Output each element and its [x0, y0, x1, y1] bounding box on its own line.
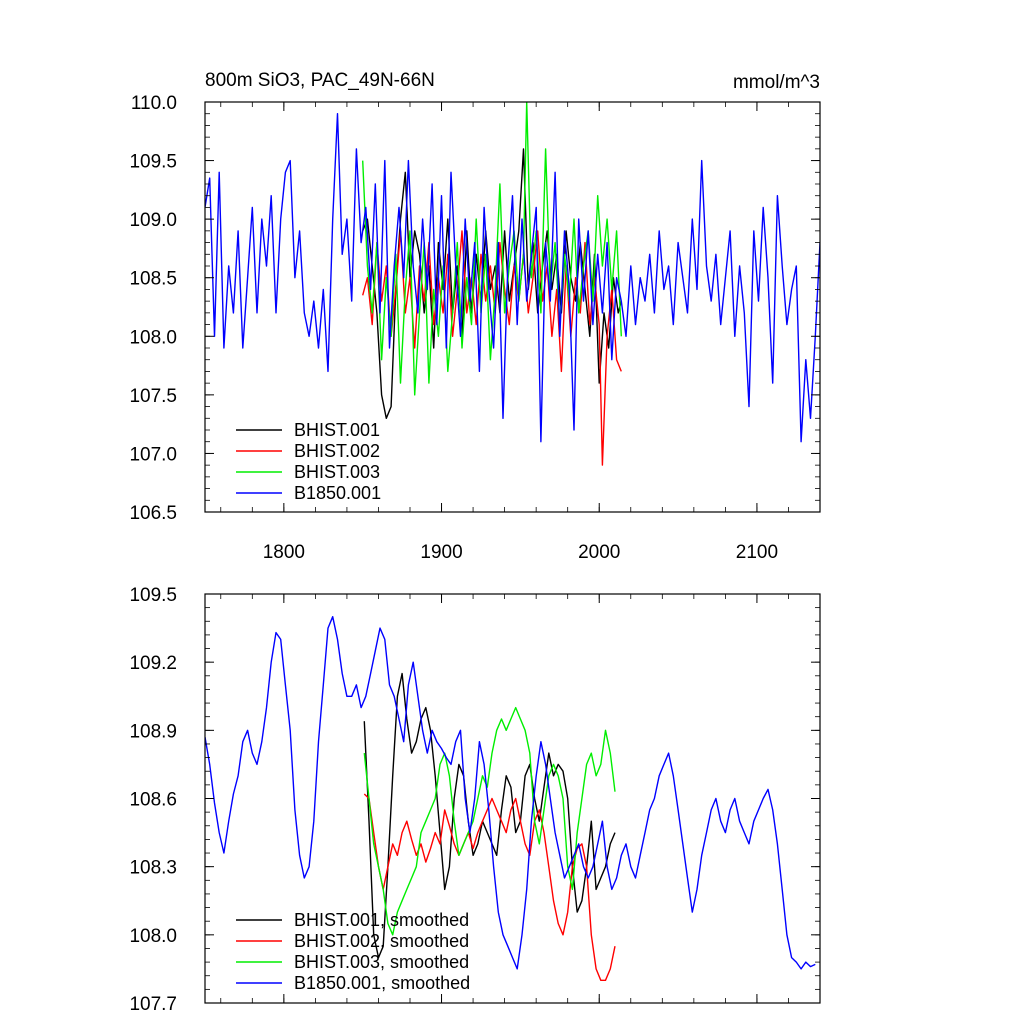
y-tick-label: 109.0	[129, 210, 177, 231]
bottom-series-group	[205, 616, 816, 981]
series-line-bhist-002-smoothed	[363, 793, 616, 981]
series-line-b1850-001	[205, 112, 820, 443]
y-tick-label: 108.5	[129, 269, 177, 290]
top-panel: 800m SiO3, PAC_49N-66N mmol/m^3 106.5 107…	[129, 70, 821, 563]
y-tick-label: 108.0	[129, 926, 177, 947]
y-tick-label: 108.3	[129, 858, 177, 879]
x-tick-label: 2000	[578, 542, 620, 563]
chart-title: 800m SiO3, PAC_49N-66N	[205, 70, 435, 91]
series-line-bhist-003-smoothed	[363, 706, 616, 936]
y-tick-label: 108.0	[129, 327, 177, 348]
y-tick-label: 108.6	[129, 790, 177, 811]
plot-frame	[204, 101, 821, 513]
top-series-group	[205, 102, 820, 466]
series-line-bhist-001	[362, 148, 622, 419]
legend-label: B1850.001	[294, 483, 381, 503]
y-tick-label: 109.5	[129, 152, 177, 173]
legend-label: B1850.001, smoothed	[294, 973, 470, 993]
y-tick-label: 108.9	[129, 721, 177, 742]
legend-label: BHIST.001	[294, 420, 380, 440]
legend-label: BHIST.002, smoothed	[294, 931, 469, 951]
bottom-panel: 107.7 108.0 108.3 108.6 108.9 109.2 109.5 BHIS…	[129, 585, 821, 1015]
y-tick-label: 109.5	[129, 585, 177, 606]
x-tick-label: 1800	[263, 542, 305, 563]
legend-label: BHIST.003	[294, 462, 380, 482]
series-line-bhist-003	[362, 102, 622, 396]
x-tick-label: 2100	[736, 542, 778, 563]
y-tick-label: 106.5	[129, 503, 177, 524]
y-tick-label: 107.7	[129, 994, 177, 1015]
legend-label: BHIST.003, smoothed	[294, 952, 469, 972]
y-tick-label: 110.0	[131, 93, 177, 114]
legend-label: BHIST.002	[294, 441, 380, 461]
y-tick-label: 107.5	[129, 386, 177, 407]
y-tick-label: 109.2	[129, 653, 177, 674]
series-line-b1850-001-smoothed	[205, 616, 816, 970]
top-axes: 106.5 107.0 107.5 108.0 108.5 109.0 109.5 110.0…	[129, 93, 821, 563]
bottom-axes: 107.7 108.0 108.3 108.6 108.9 109.2 109.5	[129, 585, 821, 1015]
legend-label: BHIST.001, smoothed	[294, 910, 469, 930]
units-label: mmol/m^3	[733, 72, 820, 93]
x-tick-label: 1900	[420, 542, 462, 563]
y-tick-label: 107.0	[129, 444, 177, 465]
